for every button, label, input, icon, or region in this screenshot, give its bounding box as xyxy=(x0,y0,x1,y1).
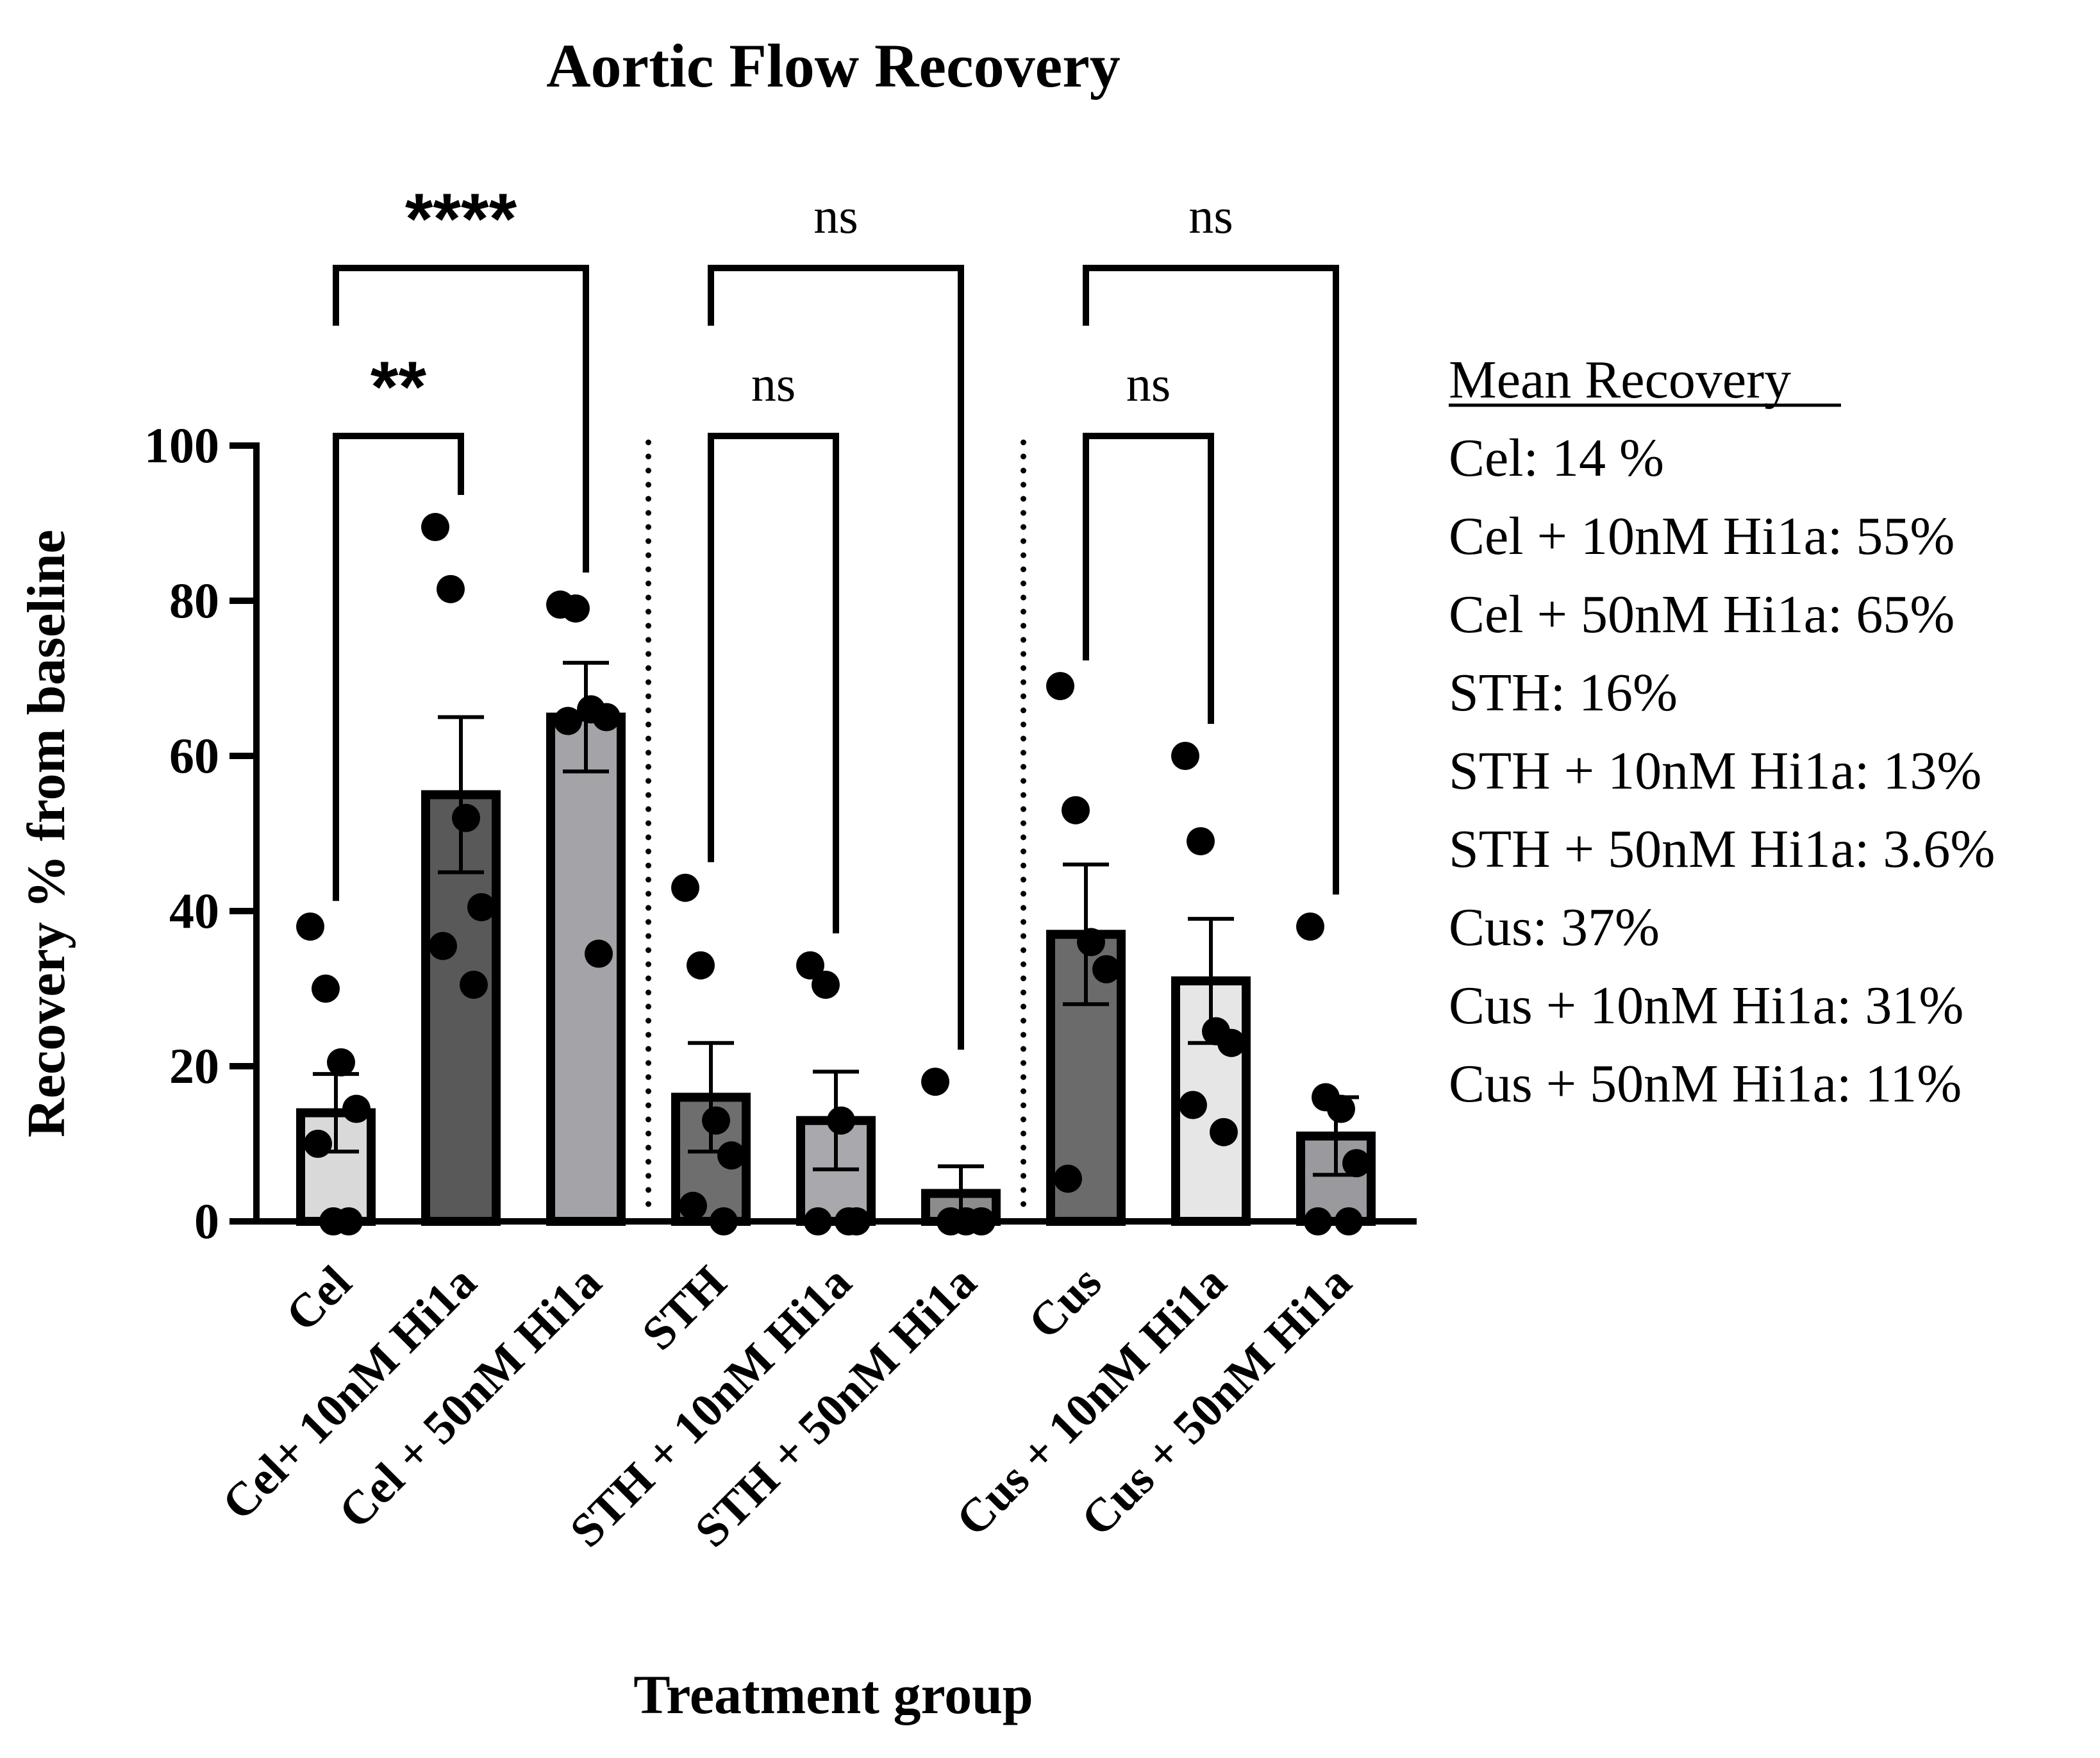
data-point xyxy=(1327,1094,1355,1123)
legend-title: Mean Recovery xyxy=(1449,350,1791,410)
data-point xyxy=(1210,1118,1238,1146)
data-point xyxy=(592,703,621,732)
data-point xyxy=(679,1191,707,1220)
data-point xyxy=(1296,912,1324,941)
data-point xyxy=(296,912,324,941)
data-point xyxy=(1046,672,1074,701)
data-point xyxy=(562,594,590,623)
legend-entry: Cus + 10nM Hi1a: 31% xyxy=(1449,976,1963,1035)
data-point xyxy=(437,574,465,603)
legend-entry: STH + 10nM Hi1a: 13% xyxy=(1449,741,1981,801)
data-point xyxy=(1092,955,1121,984)
significance-label: **** xyxy=(405,179,517,259)
data-point xyxy=(702,1106,730,1135)
significance-bracket xyxy=(333,265,589,573)
y-tick-label: 0 xyxy=(194,1193,219,1249)
x-tick-label: STH xyxy=(632,1256,737,1360)
y-tick-label: 40 xyxy=(169,883,219,939)
axes: 0 20 40 60 80 100 xyxy=(144,417,1417,1249)
data-point xyxy=(554,707,582,735)
significance-bracket xyxy=(1083,265,1339,895)
data-point xyxy=(429,932,457,960)
data-point xyxy=(467,892,496,921)
significance-bracket xyxy=(1083,433,1214,724)
data-point xyxy=(827,1106,855,1135)
data-point xyxy=(304,1130,332,1158)
data-point xyxy=(1077,928,1105,957)
x-tick-label: Cus xyxy=(1019,1256,1112,1349)
data-point xyxy=(1171,742,1199,770)
x-tick-label: Cel xyxy=(276,1256,362,1342)
data-point xyxy=(921,1067,949,1096)
group-separators xyxy=(646,439,1026,1218)
data-point xyxy=(585,939,613,968)
legend-entry: STH + 50nM Hi1a: 3.6% xyxy=(1449,819,1995,879)
bar xyxy=(546,712,626,1226)
y-tick-label: 100 xyxy=(144,417,219,473)
legend-entry: Cus: 37% xyxy=(1449,898,1660,957)
data-point xyxy=(1217,1028,1246,1057)
data-point xyxy=(671,873,699,902)
data-point xyxy=(812,970,840,999)
data-point xyxy=(1187,827,1215,856)
data-point xyxy=(342,1094,371,1123)
chart-title: Aortic Flow Recovery xyxy=(546,31,1121,100)
data-point xyxy=(421,513,449,542)
legend-entry: Cus + 50nM Hi1a: 11% xyxy=(1449,1054,1962,1114)
data-point xyxy=(1342,1149,1371,1178)
data-point xyxy=(452,803,480,832)
significance-label: ns xyxy=(1188,188,1233,244)
data-point xyxy=(717,1141,746,1170)
legend-entry: Cel: 14 % xyxy=(1449,428,1664,488)
data-point xyxy=(312,975,340,1003)
data-point xyxy=(1054,1164,1082,1193)
legend-entry: Cel + 10nM Hi1a: 55% xyxy=(1449,506,1954,566)
significance-bracket xyxy=(708,265,964,1050)
data-point xyxy=(796,951,824,980)
data-point xyxy=(1062,796,1090,825)
y-tick-label: 80 xyxy=(169,573,219,628)
data-point xyxy=(1179,1091,1207,1119)
significance-label: ns xyxy=(751,356,796,412)
data-point xyxy=(460,970,488,999)
y-axis-label: Recovery % from baseline xyxy=(17,530,76,1137)
legend-entry: STH: 16% xyxy=(1449,663,1678,723)
significance-label: ** xyxy=(371,347,427,427)
legend-entry: Cel + 50nM Hi1a: 65% xyxy=(1449,585,1954,644)
legend: Mean Recovery Cel: 14 % Cel + 10nM Hi1a: … xyxy=(1449,350,1995,1114)
y-tick-label: 60 xyxy=(169,728,219,783)
y-tick-label: 20 xyxy=(169,1038,219,1094)
data-point xyxy=(687,951,715,980)
data-point xyxy=(327,1048,355,1076)
significance-bracket xyxy=(708,433,839,933)
significance-label: ns xyxy=(1126,356,1171,412)
significance-label: ns xyxy=(813,188,858,244)
significance-bracket xyxy=(333,433,464,901)
x-axis-label: Treatment group xyxy=(633,1664,1033,1725)
